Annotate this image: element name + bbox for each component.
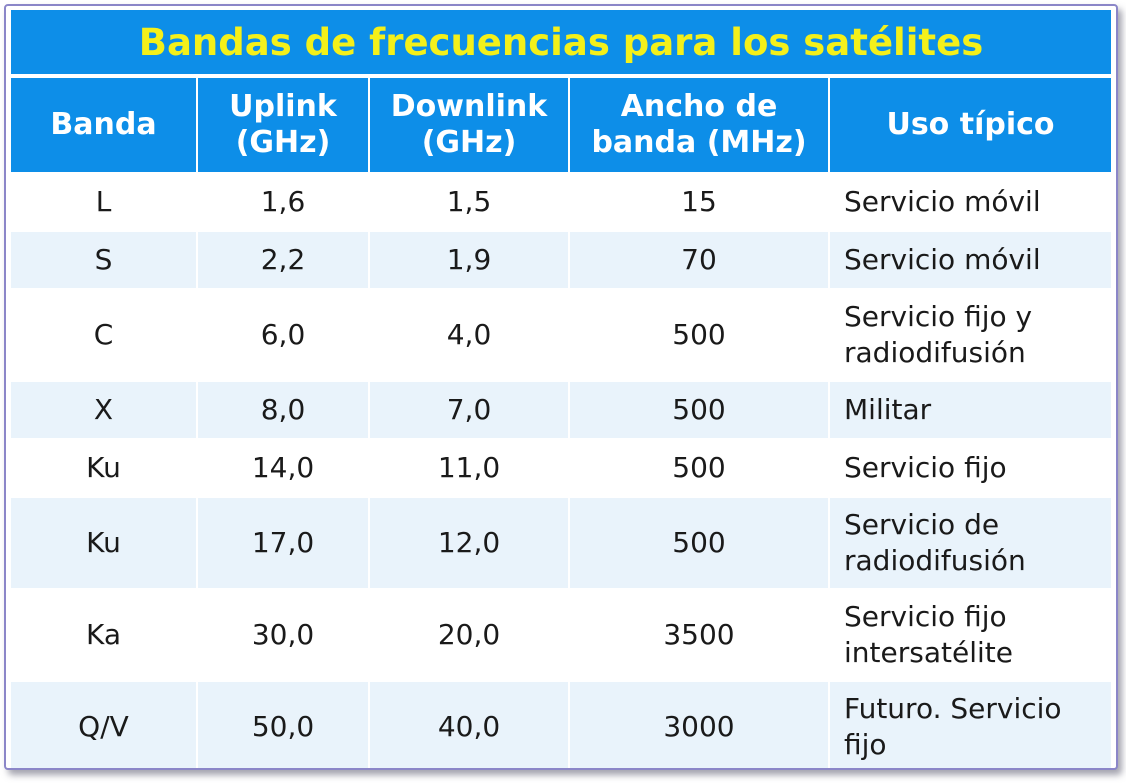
cell-use: Servicio móvil <box>829 231 1111 290</box>
table-row: S 2,2 1,9 70 Servicio móvil <box>11 231 1111 290</box>
cell-band: Q/V <box>11 681 198 768</box>
cell-bandwidth: 500 <box>569 497 830 590</box>
header-banda: Banda <box>11 78 198 174</box>
header-typical-use: Uso típico <box>829 78 1111 174</box>
header-uplink-text: Uplink (GHz) <box>229 89 337 160</box>
table-row: X 8,0 7,0 500 Militar <box>11 381 1111 440</box>
header-bandwidth: Ancho de banda (MHz) <box>569 78 830 174</box>
cell-use: Futuro. Servicio fijo <box>829 681 1111 768</box>
cell-use: Servicio fijo <box>829 439 1111 498</box>
cell-uplink: 6,0 <box>197 289 370 382</box>
cell-band: Ku <box>11 497 198 590</box>
table-row: Ku 14,0 11,0 500 Servicio fijo <box>11 439 1111 498</box>
cell-bandwidth: 3000 <box>569 681 830 768</box>
cell-downlink: 40,0 <box>369 681 570 768</box>
cell-band: X <box>11 381 198 440</box>
header-downlink: Downlink (GHz) <box>369 78 570 174</box>
cell-uplink: 2,2 <box>197 231 370 290</box>
cell-uplink: 14,0 <box>197 439 370 498</box>
cell-downlink: 20,0 <box>369 589 570 682</box>
cell-use: Servicio de radiodifusión <box>829 497 1111 590</box>
cell-bandwidth: 500 <box>569 439 830 498</box>
cell-band: S <box>11 231 198 290</box>
cell-downlink: 4,0 <box>369 289 570 382</box>
cell-bandwidth: 500 <box>569 381 830 440</box>
cell-downlink: 11,0 <box>369 439 570 498</box>
table-row: Ka 30,0 20,0 3500 Servicio fijo intersaté… <box>11 589 1111 682</box>
cell-uplink: 8,0 <box>197 381 370 440</box>
cell-use: Servicio móvil <box>829 173 1111 232</box>
cell-uplink: 50,0 <box>197 681 370 768</box>
cell-uplink: 30,0 <box>197 589 370 682</box>
cell-uplink: 1,6 <box>197 173 370 232</box>
cell-band: Ka <box>11 589 198 682</box>
header-bandwidth-text: Ancho de banda (MHz) <box>591 89 807 160</box>
header-downlink-text: Downlink (GHz) <box>390 89 548 160</box>
table-row: L 1,6 1,5 15 Servicio móvil <box>11 173 1111 232</box>
cell-use: Servicio fijo intersatélite <box>829 589 1111 682</box>
header-row: Banda Uplink (GHz) Downlink (GHz) Ancho de… <box>11 78 1111 174</box>
cell-downlink: 12,0 <box>369 497 570 590</box>
cell-downlink: 1,5 <box>369 173 570 232</box>
table-row: Ku 17,0 12,0 500 Servicio de radiodifusió… <box>11 497 1111 590</box>
cell-uplink: 17,0 <box>197 497 370 590</box>
header-uplink: Uplink (GHz) <box>197 78 370 174</box>
table-title: Bandas de frecuencias para los satélites <box>11 10 1111 74</box>
cell-downlink: 1,9 <box>369 231 570 290</box>
cell-band: L <box>11 173 198 232</box>
table-row: Q/V 50,0 40,0 3000 Futuro. Servicio fijo <box>11 681 1111 768</box>
cell-bandwidth: 500 <box>569 289 830 382</box>
cell-band: Ku <box>11 439 198 498</box>
cell-bandwidth: 15 <box>569 173 830 232</box>
cell-use: Servicio fijo y radiodifusión <box>829 289 1111 382</box>
slide-frame: Bandas de frecuencias para los satélites… <box>4 4 1118 770</box>
cell-band: C <box>11 289 198 382</box>
cell-bandwidth: 3500 <box>569 589 830 682</box>
cell-use: Militar <box>829 381 1111 440</box>
cell-bandwidth: 70 <box>569 231 830 290</box>
table-row: C 6,0 4,0 500 Servicio fijo y radiodifusi… <box>11 289 1111 382</box>
cell-downlink: 7,0 <box>369 381 570 440</box>
frequency-bands-table: Banda Uplink (GHz) Downlink (GHz) Ancho de… <box>11 78 1111 768</box>
